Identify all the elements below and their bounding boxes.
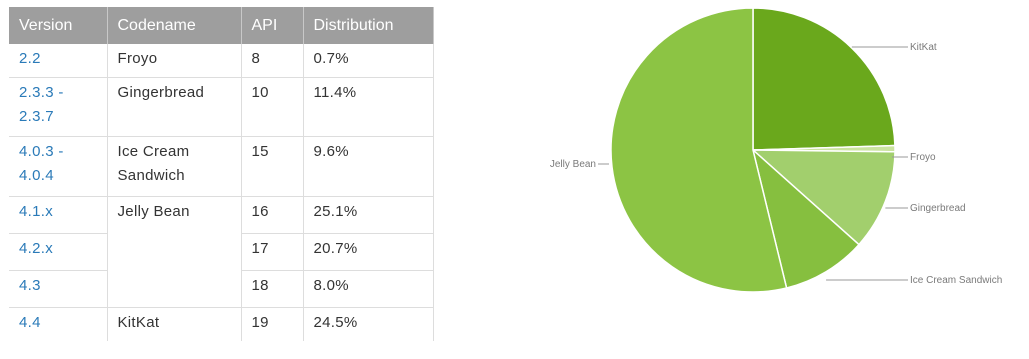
version-link[interactable]: 4.0.3 - 4.0.4 xyxy=(9,136,108,197)
pie-slice-ice-cream-sandwich xyxy=(751,147,860,289)
api-cell: 8 xyxy=(241,44,304,78)
table-row: 4.4 KitKat 19 24.5% xyxy=(9,307,434,341)
version-link[interactable]: 4.2.x xyxy=(9,233,108,271)
version-link[interactable]: 4.1.x xyxy=(9,196,108,234)
table-row: 4.3 18 8.0% xyxy=(9,270,434,308)
distribution-cell: 24.5% xyxy=(303,307,434,341)
pie-slice-kitkat xyxy=(752,7,896,151)
api-cell: 15 xyxy=(241,136,304,197)
table-row: 4.1.x Jelly Bean 16 25.1% xyxy=(9,196,434,308)
distribution-table: Version Codename API Distribution 2.2 Fr… xyxy=(9,7,434,341)
distribution-cell: 9.6% xyxy=(303,136,434,197)
header-api: API xyxy=(241,7,304,44)
pie-slice-jelly-bean xyxy=(610,7,788,293)
table-row: 4.0.3 - 4.0.4 Ice Cream Sandwich 15 9.6% xyxy=(9,136,434,197)
api-cell: 18 xyxy=(241,270,304,308)
pie-slice-gingerbread xyxy=(751,149,896,246)
table-row: 4.2.x 17 20.7% xyxy=(9,233,434,271)
distribution-cell: 20.7% xyxy=(303,233,434,271)
header-distribution: Distribution xyxy=(303,7,434,44)
distribution-cell: 25.1% xyxy=(303,196,434,234)
version-link[interactable]: 4.3 xyxy=(9,270,108,308)
slice-label: Jelly Bean xyxy=(550,159,596,170)
distribution-pie-chart: KitKat Froyo Gingerbread Ice Cream Sandwich… xyxy=(520,0,1029,354)
slice-label: KitKat xyxy=(910,42,937,53)
version-link[interactable]: 2.3.3 - 2.3.7 xyxy=(9,77,108,137)
version-link[interactable]: 4.4 xyxy=(9,307,108,341)
codename-cell: Froyo xyxy=(107,44,242,78)
slice-label: Gingerbread xyxy=(910,203,966,214)
header-version: Version xyxy=(9,7,108,44)
codename-cell: KitKat xyxy=(107,307,242,341)
api-cell: 17 xyxy=(241,233,304,271)
table-row: 2.2 Froyo 8 0.7% xyxy=(9,44,434,78)
slice-label: Froyo xyxy=(910,152,936,163)
codename-cell: Ice Cream Sandwich xyxy=(107,136,242,197)
api-cell: 16 xyxy=(241,196,304,234)
pie-chart-svg: KitKat Froyo Gingerbread Ice Cream Sandwich… xyxy=(550,7,1002,293)
distribution-cell: 0.7% xyxy=(303,44,434,78)
slice-label: Ice Cream Sandwich xyxy=(910,275,1002,286)
header-codename: Codename xyxy=(107,7,242,44)
table-row: 2.3.3 - 2.3.7 Gingerbread 10 11.4% xyxy=(9,77,434,137)
distribution-cell: 11.4% xyxy=(303,77,434,137)
api-cell: 19 xyxy=(241,307,304,341)
table-header-row: Version Codename API Distribution xyxy=(9,7,434,44)
codename-cell: Gingerbread xyxy=(107,77,242,137)
distribution-cell: 8.0% xyxy=(303,270,434,308)
api-cell: 10 xyxy=(241,77,304,137)
version-link[interactable]: 2.2 xyxy=(9,44,108,78)
codename-cell: Jelly Bean xyxy=(107,196,242,308)
distribution-table-container: Version Codename API Distribution 2.2 Fr… xyxy=(9,7,434,341)
